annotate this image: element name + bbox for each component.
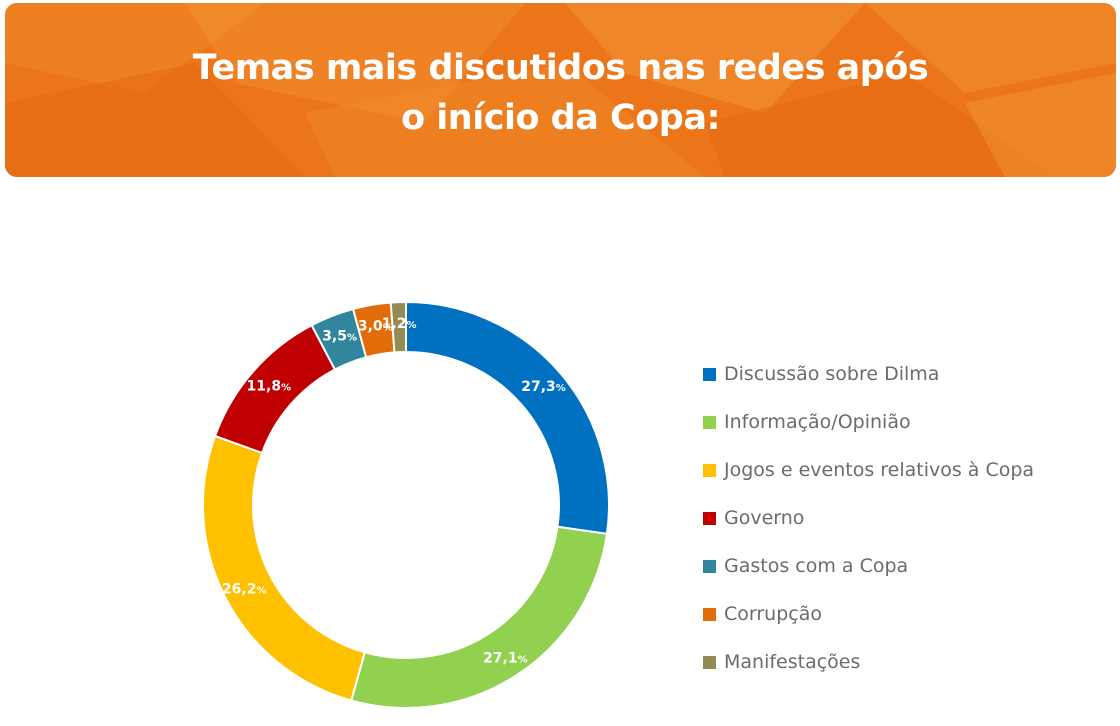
legend-item: Governo	[703, 506, 1103, 554]
legend-swatch	[703, 560, 716, 573]
banner-pattern	[5, 3, 1116, 177]
slice-data-label: 27,1%	[483, 650, 528, 666]
chart-title: Temas mais discutidos nas redes após o i…	[5, 43, 1116, 143]
slice-data-label: 3,5%	[322, 329, 357, 345]
title-line-1: Temas mais discutidos nas redes após	[192, 48, 929, 88]
legend-swatch	[703, 464, 716, 477]
legend-label: Informação/Opinião	[724, 411, 911, 433]
legend-swatch	[703, 512, 716, 525]
legend-label: Jogos e eventos relativos à Copa	[724, 459, 1035, 481]
donut-slice	[405, 300, 610, 536]
slice-data-label: 11,8%	[247, 378, 292, 394]
title-banner: Temas mais discutidos nas redes após o i…	[5, 3, 1116, 177]
chart-legend: Discussão sobre Dilma Informação/Opinião J…	[703, 362, 1103, 698]
legend-item: Discussão sobre Dilma	[703, 362, 1103, 410]
legend-label: Manifestações	[724, 651, 861, 673]
legend-swatch	[703, 656, 716, 669]
slice-data-label: 26,2%	[222, 581, 267, 597]
legend-swatch	[703, 368, 716, 381]
legend-label: Discussão sobre Dilma	[724, 363, 940, 385]
slice-data-label: 1,2%	[382, 316, 417, 332]
title-line-2: o início da Copa:	[401, 98, 720, 138]
donut-slice	[202, 434, 366, 702]
legend-item: Informação/Opinião	[703, 410, 1103, 458]
legend-item: Gastos com a Copa	[703, 554, 1103, 602]
legend-swatch	[703, 416, 716, 429]
legend-item: Jogos e eventos relativos à Copa	[703, 458, 1103, 506]
donut-slice	[389, 300, 407, 354]
legend-item: Manifestações	[703, 650, 1103, 698]
legend-label: Corrupção	[724, 603, 822, 625]
legend-item: Corrupção	[703, 602, 1103, 650]
donut-slice	[350, 525, 609, 709]
legend-label: Gastos com a Copa	[724, 555, 909, 577]
legend-swatch	[703, 608, 716, 621]
legend-label: Governo	[724, 507, 805, 529]
slice-data-label: 27,3%	[521, 379, 566, 395]
slice-data-label: 3,0%	[358, 319, 393, 335]
